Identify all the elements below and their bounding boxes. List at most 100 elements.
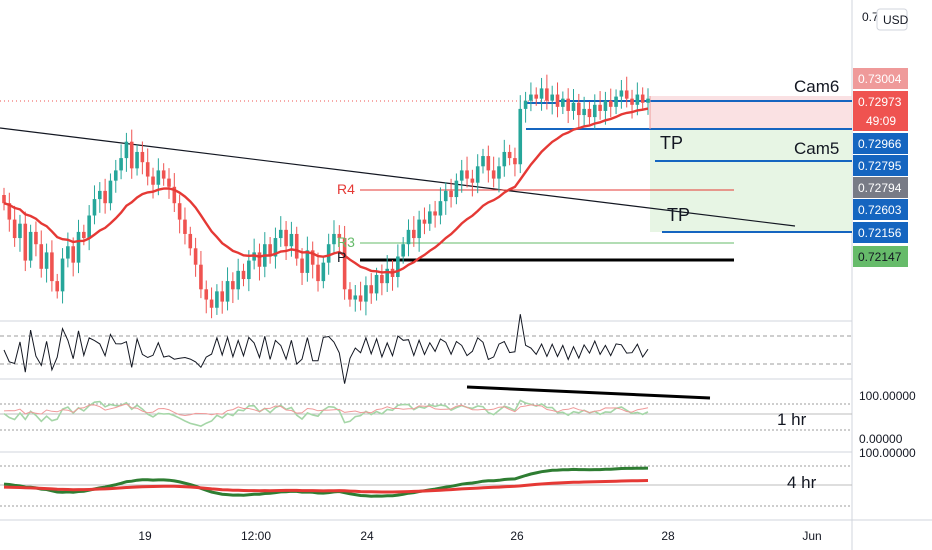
- candle-body: [417, 219, 421, 239]
- oscillator-1-line: [3, 314, 649, 384]
- price-tag-value: 0.72973: [858, 95, 902, 109]
- candle-body: [619, 90, 624, 97]
- candle-body: [640, 94, 645, 103]
- candle-body: [76, 231, 81, 263]
- candle-body: [592, 104, 597, 118]
- candle-body: [321, 262, 326, 282]
- tp2-label: TP: [667, 205, 690, 225]
- candle-body: [449, 190, 453, 198]
- candle-body: [337, 233, 342, 239]
- time-axis[interactable]: 19 12:00 24 26 28 Jun: [138, 529, 821, 543]
- candle-body: [316, 264, 320, 282]
- currency-label: USD: [883, 13, 909, 27]
- candle-body: [193, 248, 198, 265]
- candle-body: [364, 285, 368, 302]
- candle-body: [427, 211, 432, 224]
- price-tag-value: 0.72966: [858, 137, 902, 151]
- candle-body: [502, 151, 507, 167]
- oscillator-2-slow-line: [3, 403, 649, 417]
- currency-button[interactable]: [876, 8, 908, 31]
- candle-body: [507, 151, 512, 159]
- candle-body: [332, 233, 336, 245]
- candle-body: [624, 90, 629, 99]
- candle-body: [28, 231, 33, 261]
- r3-label: R3: [337, 234, 355, 250]
- top-price-cut: 0.7: [862, 10, 879, 24]
- timeframe-4hr-label: 4 hr: [787, 473, 817, 492]
- candle-body: [34, 231, 38, 245]
- candle-body: [486, 156, 491, 171]
- candle-body: [454, 180, 459, 198]
- price-tag: [853, 177, 908, 198]
- candle-body: [523, 100, 528, 109]
- price-tag: [853, 199, 908, 220]
- price-tag-value: 0.72794: [858, 181, 902, 195]
- divergence-line: [466, 385, 711, 400]
- candle-body: [113, 170, 118, 181]
- oscillator-3-fast-line: [3, 466, 649, 498]
- timeframe-1hr-label: 1 hr: [777, 410, 807, 429]
- candle-body: [50, 252, 54, 282]
- time-tick-label: 24: [360, 529, 374, 543]
- candle-body: [433, 211, 437, 216]
- price-tag-value: 0.72147: [858, 250, 902, 264]
- candle-body: [598, 104, 602, 111]
- candle-body: [630, 98, 634, 105]
- candle-body: [7, 203, 12, 220]
- candle-body: [369, 285, 374, 294]
- candle-body: [614, 96, 618, 107]
- candle-countdown: 49:09: [866, 114, 896, 128]
- candle-body: [380, 274, 384, 284]
- candle-body: [539, 88, 544, 99]
- candle-body: [582, 108, 586, 116]
- candle-body: [587, 108, 592, 118]
- candle-body: [326, 244, 331, 263]
- price-tag-value: 0.72603: [858, 203, 902, 217]
- candle-body: [119, 158, 123, 171]
- candle-body: [385, 268, 390, 284]
- candle-body: [145, 162, 150, 177]
- candle-body: [183, 219, 187, 234]
- candle-body: [124, 141, 129, 159]
- candle-body: [225, 281, 230, 302]
- time-tick-label: Jun: [802, 529, 821, 543]
- candle-body: [71, 246, 75, 263]
- candle-body: [518, 108, 523, 165]
- cam5-label: Cam5: [794, 139, 839, 158]
- candle-body: [129, 141, 134, 169]
- candle-body: [342, 238, 347, 290]
- candle-body: [635, 94, 640, 105]
- candle-body: [231, 281, 235, 290]
- candle-body: [12, 219, 17, 239]
- pivot-label: P: [337, 249, 346, 265]
- candle-body: [422, 219, 427, 224]
- candle-body: [23, 223, 28, 261]
- candle-body: [103, 190, 107, 204]
- candle-body: [87, 215, 91, 239]
- candle-body: [188, 233, 193, 249]
- candle-body: [268, 244, 272, 257]
- candle-body: [289, 233, 294, 247]
- candle-body: [156, 170, 161, 185]
- candle-body: [305, 250, 310, 273]
- candle-body: [374, 274, 379, 294]
- candle-body: [577, 102, 581, 116]
- candle-body: [151, 176, 155, 185]
- candle-body: [353, 295, 358, 300]
- candle-body: [358, 295, 363, 302]
- candle-body: [529, 94, 533, 101]
- candle-body: [257, 252, 262, 267]
- candle-body: [348, 289, 352, 300]
- r4-label: R4: [337, 181, 355, 197]
- osc-level-2: 0.00000: [859, 432, 903, 446]
- price-tag: [853, 246, 908, 267]
- candle-body: [300, 258, 304, 273]
- candle-body: [273, 238, 278, 257]
- candle-body: [204, 289, 209, 300]
- candle-body: [284, 229, 288, 247]
- osc-level-1: 100.00000: [859, 389, 916, 403]
- candle-body: [438, 201, 443, 216]
- candle-body: [39, 244, 44, 269]
- candle-body: [406, 229, 411, 245]
